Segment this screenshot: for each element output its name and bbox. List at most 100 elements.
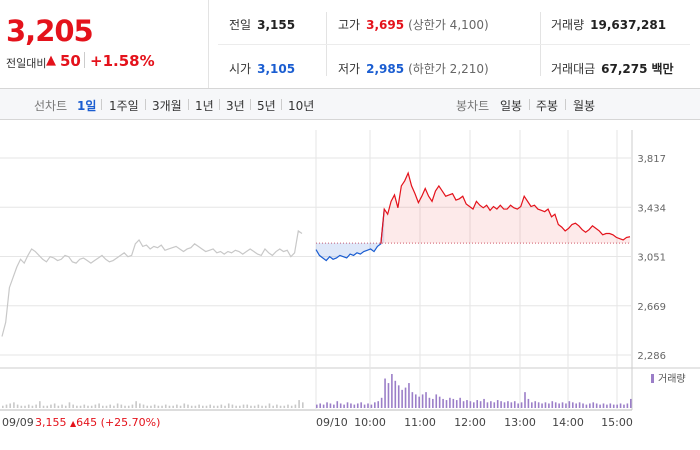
period-tab-10y[interactable]: 10년 xyxy=(288,99,315,113)
time-tick-label: 11:00 xyxy=(404,416,436,429)
volume-bar xyxy=(322,404,325,408)
volume-bar xyxy=(561,402,564,408)
volume-bar xyxy=(503,402,506,408)
volume-bar xyxy=(476,400,479,408)
volume-bar xyxy=(568,401,571,408)
divider xyxy=(529,99,530,110)
volume-bar xyxy=(438,396,441,408)
volume-bar xyxy=(449,397,451,408)
volume-bar xyxy=(455,400,458,408)
period-tab-3y[interactable]: 3년 xyxy=(226,99,245,113)
volume-bar xyxy=(571,402,574,408)
volume-bar xyxy=(224,405,226,408)
volume-bar xyxy=(599,404,601,408)
volume-bar xyxy=(414,394,417,408)
line-chart-label: 선차트 xyxy=(34,99,68,113)
stat-value: 3,105 xyxy=(257,62,296,76)
y-tick-label: 2,286 xyxy=(637,351,666,362)
volume-bar xyxy=(329,403,332,408)
volume-bar xyxy=(264,405,267,408)
upper-limit: (상한가 4,100) xyxy=(408,18,489,32)
volume-bar xyxy=(544,402,547,408)
volume-bar xyxy=(333,404,335,408)
volume-bar xyxy=(24,405,26,408)
stat-label: 전일 xyxy=(229,18,252,32)
stat-label: 고가 xyxy=(338,18,361,32)
volume-bar xyxy=(190,405,193,408)
volume-bar xyxy=(445,400,448,408)
volume-bar xyxy=(432,398,434,408)
volume-bar xyxy=(551,401,554,408)
volume-bar xyxy=(13,402,15,408)
volume-bar xyxy=(401,389,403,408)
volume-bar xyxy=(220,404,223,408)
candle-tab-weekly[interactable]: 주봉 xyxy=(536,99,559,113)
volume-bar xyxy=(527,398,530,408)
change-label: 전일대비 xyxy=(6,57,47,70)
volume-bar xyxy=(513,401,516,408)
volume-bar xyxy=(127,405,130,408)
period-tab-1w[interactable]: 1주일 xyxy=(109,99,139,113)
volume-bar xyxy=(421,394,424,408)
volume-bar xyxy=(90,405,93,408)
volume-bar xyxy=(46,405,49,408)
volume-bar xyxy=(239,405,241,408)
volume-bar xyxy=(630,398,632,408)
volume-bar xyxy=(343,404,345,408)
volume-bar xyxy=(435,394,438,408)
volume-bar xyxy=(94,404,97,408)
y-tick-label: 3,051 xyxy=(637,253,666,264)
volume-bar xyxy=(183,403,186,408)
volume-bar xyxy=(135,401,137,408)
volume-bar xyxy=(64,405,67,408)
volume-bar xyxy=(391,374,393,408)
period-tab-1y[interactable]: 1년 xyxy=(195,99,214,113)
volume-bar xyxy=(31,405,34,408)
period-tab-1d[interactable]: 1일 xyxy=(77,99,97,113)
volume-bar xyxy=(459,397,461,408)
stat-unit: 백만 xyxy=(651,62,674,76)
volume-bar xyxy=(397,385,400,408)
volume-bar xyxy=(350,403,352,408)
prev-day-line xyxy=(1,229,303,337)
volume-bar xyxy=(287,404,289,408)
volume-bar xyxy=(326,402,328,408)
volume-bar xyxy=(16,404,19,408)
volume-bar xyxy=(235,405,237,408)
stat-amount: 거래대금 67,275 백만 xyxy=(551,60,674,77)
volume-bar xyxy=(290,405,293,408)
y-tick-label: 2,669 xyxy=(637,302,666,313)
volume-bar xyxy=(124,405,126,408)
time-tick-label: 14:00 xyxy=(552,416,584,429)
divider xyxy=(101,99,102,110)
today-down-line xyxy=(315,209,385,262)
volume-bar xyxy=(380,397,383,408)
volume-bar xyxy=(520,402,523,408)
period-tab-5y[interactable]: 5년 xyxy=(257,99,276,113)
volume-bar xyxy=(242,404,245,408)
volume-bar xyxy=(582,403,584,408)
prev-day-summary: 3,155 ▲645 (+25.70%) xyxy=(35,416,160,429)
candle-tab-monthly[interactable]: 월봉 xyxy=(573,99,596,113)
volume-bar xyxy=(469,401,472,408)
candle-tab-daily[interactable]: 일봉 xyxy=(500,99,523,113)
volume-bar xyxy=(479,401,482,408)
volume-bar xyxy=(35,404,37,408)
period-tab-3m[interactable]: 3개월 xyxy=(152,99,182,113)
stat-label: 시가 xyxy=(229,62,252,76)
volume-bar xyxy=(452,398,455,408)
prev-date-label: 09/09 xyxy=(2,416,34,429)
volume-bar xyxy=(39,401,41,408)
volume-bar xyxy=(302,402,304,408)
volume-bar xyxy=(72,404,74,408)
volume-bar xyxy=(346,402,349,408)
volume-bar xyxy=(198,404,200,408)
volume-bar xyxy=(316,404,318,408)
divider xyxy=(145,99,146,110)
volume-bar xyxy=(102,405,104,408)
volume-bar xyxy=(157,405,160,408)
volume-bar xyxy=(336,401,339,408)
volume-bar xyxy=(541,403,543,408)
volume-bar xyxy=(27,404,30,408)
stat-prev-close: 전일 3,155 xyxy=(229,16,295,33)
